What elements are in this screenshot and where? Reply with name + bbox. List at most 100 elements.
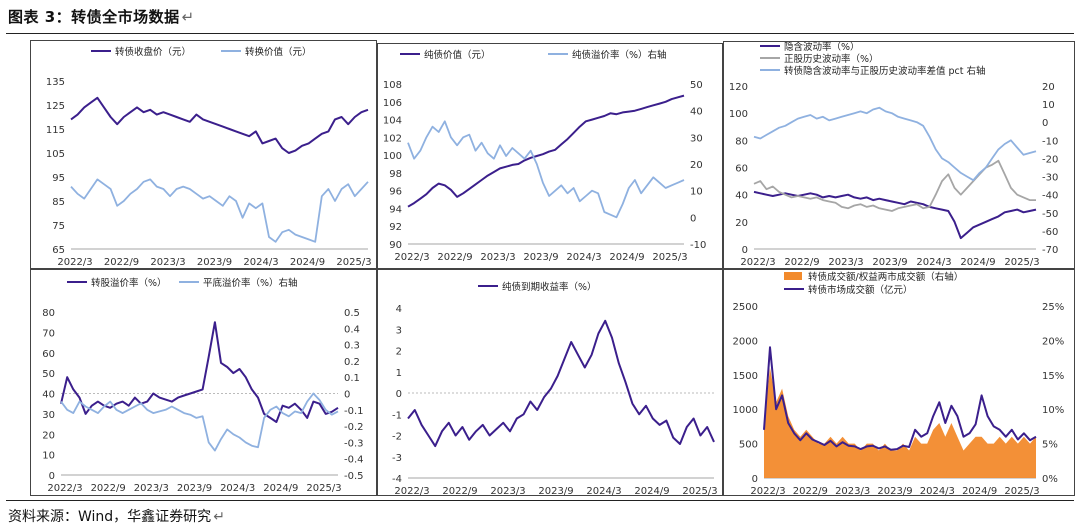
y-tick-right: 0.3	[344, 341, 360, 352]
legend-label: 转债收盘价（元）	[115, 46, 191, 58]
x-tick-label: 2023/9	[538, 486, 573, 497]
y-tick-left: 104	[383, 116, 402, 127]
y-tick-left: 108	[383, 80, 402, 91]
y-tick-left: 1500	[733, 371, 758, 382]
y-tick-right: 10%	[1042, 405, 1064, 416]
top-rule	[6, 33, 1074, 34]
y-tick-left: 106	[383, 98, 402, 109]
y-tick-left: -4	[392, 474, 402, 485]
x-tick-label: 2022/9	[104, 257, 139, 268]
y-tick-right: 10	[690, 187, 703, 198]
x-tick-label: 2025/3	[1004, 486, 1039, 497]
y-tick-right: -20	[1042, 154, 1058, 165]
x-tick-label: 2022/3	[394, 252, 429, 263]
x-tick-label: 2024/3	[920, 486, 955, 497]
bottom-rule	[6, 500, 1074, 501]
series-line-0	[60, 321, 339, 423]
y-tick-left: 115	[46, 125, 65, 136]
y-tick-left: 0	[49, 471, 55, 482]
y-tick-left: 65	[52, 245, 65, 256]
y-tick-right: 30	[690, 133, 703, 144]
y-tick-left: -1	[392, 410, 402, 421]
y-tick-left: 85	[52, 197, 65, 208]
legend-label: 纯债到期收益率（%）	[502, 281, 597, 293]
return-mark-icon: ↵	[213, 509, 225, 525]
y-tick-left: 100	[729, 109, 748, 120]
x-tick-label: 2022/9	[442, 486, 477, 497]
chart-implied-volatility: 0 20 40 60 80 100 120 -70 -60 -50 -40 -30 -20 -10 0 10 2…	[729, 42, 1058, 268]
y-tick-right: -0.4	[344, 455, 364, 466]
y-tick-left: 50	[42, 369, 55, 380]
y-tick-left: 135	[46, 77, 65, 88]
y-tick-right: -0.2	[344, 422, 364, 433]
legend-label: 纯债价值（元）	[424, 49, 491, 61]
y-tick-right: 5%	[1042, 440, 1058, 451]
legend-label: 转股溢价率（%）	[91, 277, 167, 289]
y-tick-right: 0	[344, 390, 350, 401]
y-tick-right: 0.4	[344, 324, 360, 335]
x-tick-label: 2024/3	[566, 252, 601, 263]
chart-turnover: 0 500 1000 1500 2000 2500 0% 5% 10% 15% 20% 25% 2022…	[733, 271, 1065, 497]
x-tick-label: 2022/3	[394, 486, 429, 497]
panel-turnover: 0 500 1000 1500 2000 2500 0% 5% 10% 15% 20% 25% 2022…	[723, 269, 1075, 497]
y-tick-left: 125	[46, 101, 65, 112]
series-line-0	[407, 94, 685, 208]
x-tick-label: 2023/3	[490, 486, 525, 497]
panel-price-conversion: 65 75 85 95 105 115 125 135 2022/3 2022/9 2023/3 20…	[30, 40, 377, 269]
y-tick-left: 98	[389, 169, 402, 180]
x-tick-label: 2023/3	[150, 257, 185, 268]
x-tick-label: 2023/9	[197, 257, 232, 268]
x-tick-label: 2024/3	[243, 257, 278, 268]
x-tick-label: 2022/3	[740, 257, 775, 268]
figure-source-text: 资料来源：Wind，华鑫证券研究	[8, 509, 212, 525]
x-tick-label: 2022/9	[437, 252, 472, 263]
x-tick-label: 2025/3	[652, 252, 687, 263]
y-tick-right: -30	[1042, 173, 1058, 184]
x-tick-label: 2024/9	[962, 486, 997, 497]
x-tick-label: 2022/9	[793, 486, 828, 497]
legend-label: 转换价值（元）	[245, 46, 312, 58]
x-tick-label: 2025/3	[336, 257, 371, 268]
y-tick-left: 70	[42, 328, 55, 339]
series-line-1	[407, 120, 685, 219]
x-tick-label: 2023/3	[480, 252, 515, 263]
y-tick-left: 102	[383, 133, 402, 144]
y-tick-right: 0.1	[344, 373, 360, 384]
legend-label: 正股历史波动率（%）	[784, 53, 879, 65]
x-tick-label: 2024/9	[290, 257, 325, 268]
x-tick-label: 2024/9	[263, 483, 298, 494]
y-tick-left: 2500	[733, 302, 758, 313]
x-tick-label: 2025/3	[682, 486, 717, 497]
y-tick-right: 20	[1042, 82, 1055, 93]
panel-ytm: -4 -3 -2 -1 0 1 2 3 4 2022/3 2022/9 2023/3 2023/9 202…	[377, 269, 723, 497]
y-tick-right: -0.5	[344, 471, 364, 482]
y-tick-right: -0.1	[344, 406, 364, 417]
y-tick-left: 20	[735, 218, 748, 229]
x-tick-label: 2022/3	[750, 486, 785, 497]
x-tick-label: 2024/3	[220, 483, 255, 494]
x-tick-label: 2024/3	[916, 257, 951, 268]
x-tick-label: 2023/9	[177, 483, 212, 494]
y-tick-left: 500	[739, 440, 758, 451]
chart-bond-value-premium: 90 92 94 96 98 100 102 104 106 108 -10 0 10 20 30 40 50 2…	[383, 49, 706, 263]
panel-bond-value-premium: 90 92 94 96 98 100 102 104 106 108 -10 0 10 20 30 40 50 2…	[377, 43, 723, 269]
y-tick-left: 80	[42, 308, 55, 319]
series-line-0	[753, 190, 1037, 240]
figure-source: 资料来源：Wind，华鑫证券研究 ↵	[8, 506, 225, 526]
x-tick-label: 2023/3	[828, 257, 863, 268]
y-tick-left: 0	[396, 389, 402, 400]
legend-label: 转债隐含波动率与正股历史波动率差值 pct 右轴	[784, 65, 986, 77]
y-tick-left: 96	[389, 187, 402, 198]
x-tick-label: 2023/9	[872, 257, 907, 268]
y-tick-left: 40	[42, 390, 55, 401]
series-line-0	[407, 319, 715, 448]
y-tick-left: 80	[735, 136, 748, 147]
figure-title-text: 图表 3：转债全市场数据	[8, 8, 180, 26]
series-line-1	[753, 159, 1036, 212]
x-tick-label: 2022/9	[91, 483, 126, 494]
return-mark-icon: ↵	[181, 8, 195, 26]
x-tick-label: 2022/3	[47, 483, 82, 494]
y-tick-left: 92	[389, 222, 402, 233]
legend-label: 隐含波动率（%）	[784, 42, 860, 53]
series-line-1	[763, 346, 1037, 451]
